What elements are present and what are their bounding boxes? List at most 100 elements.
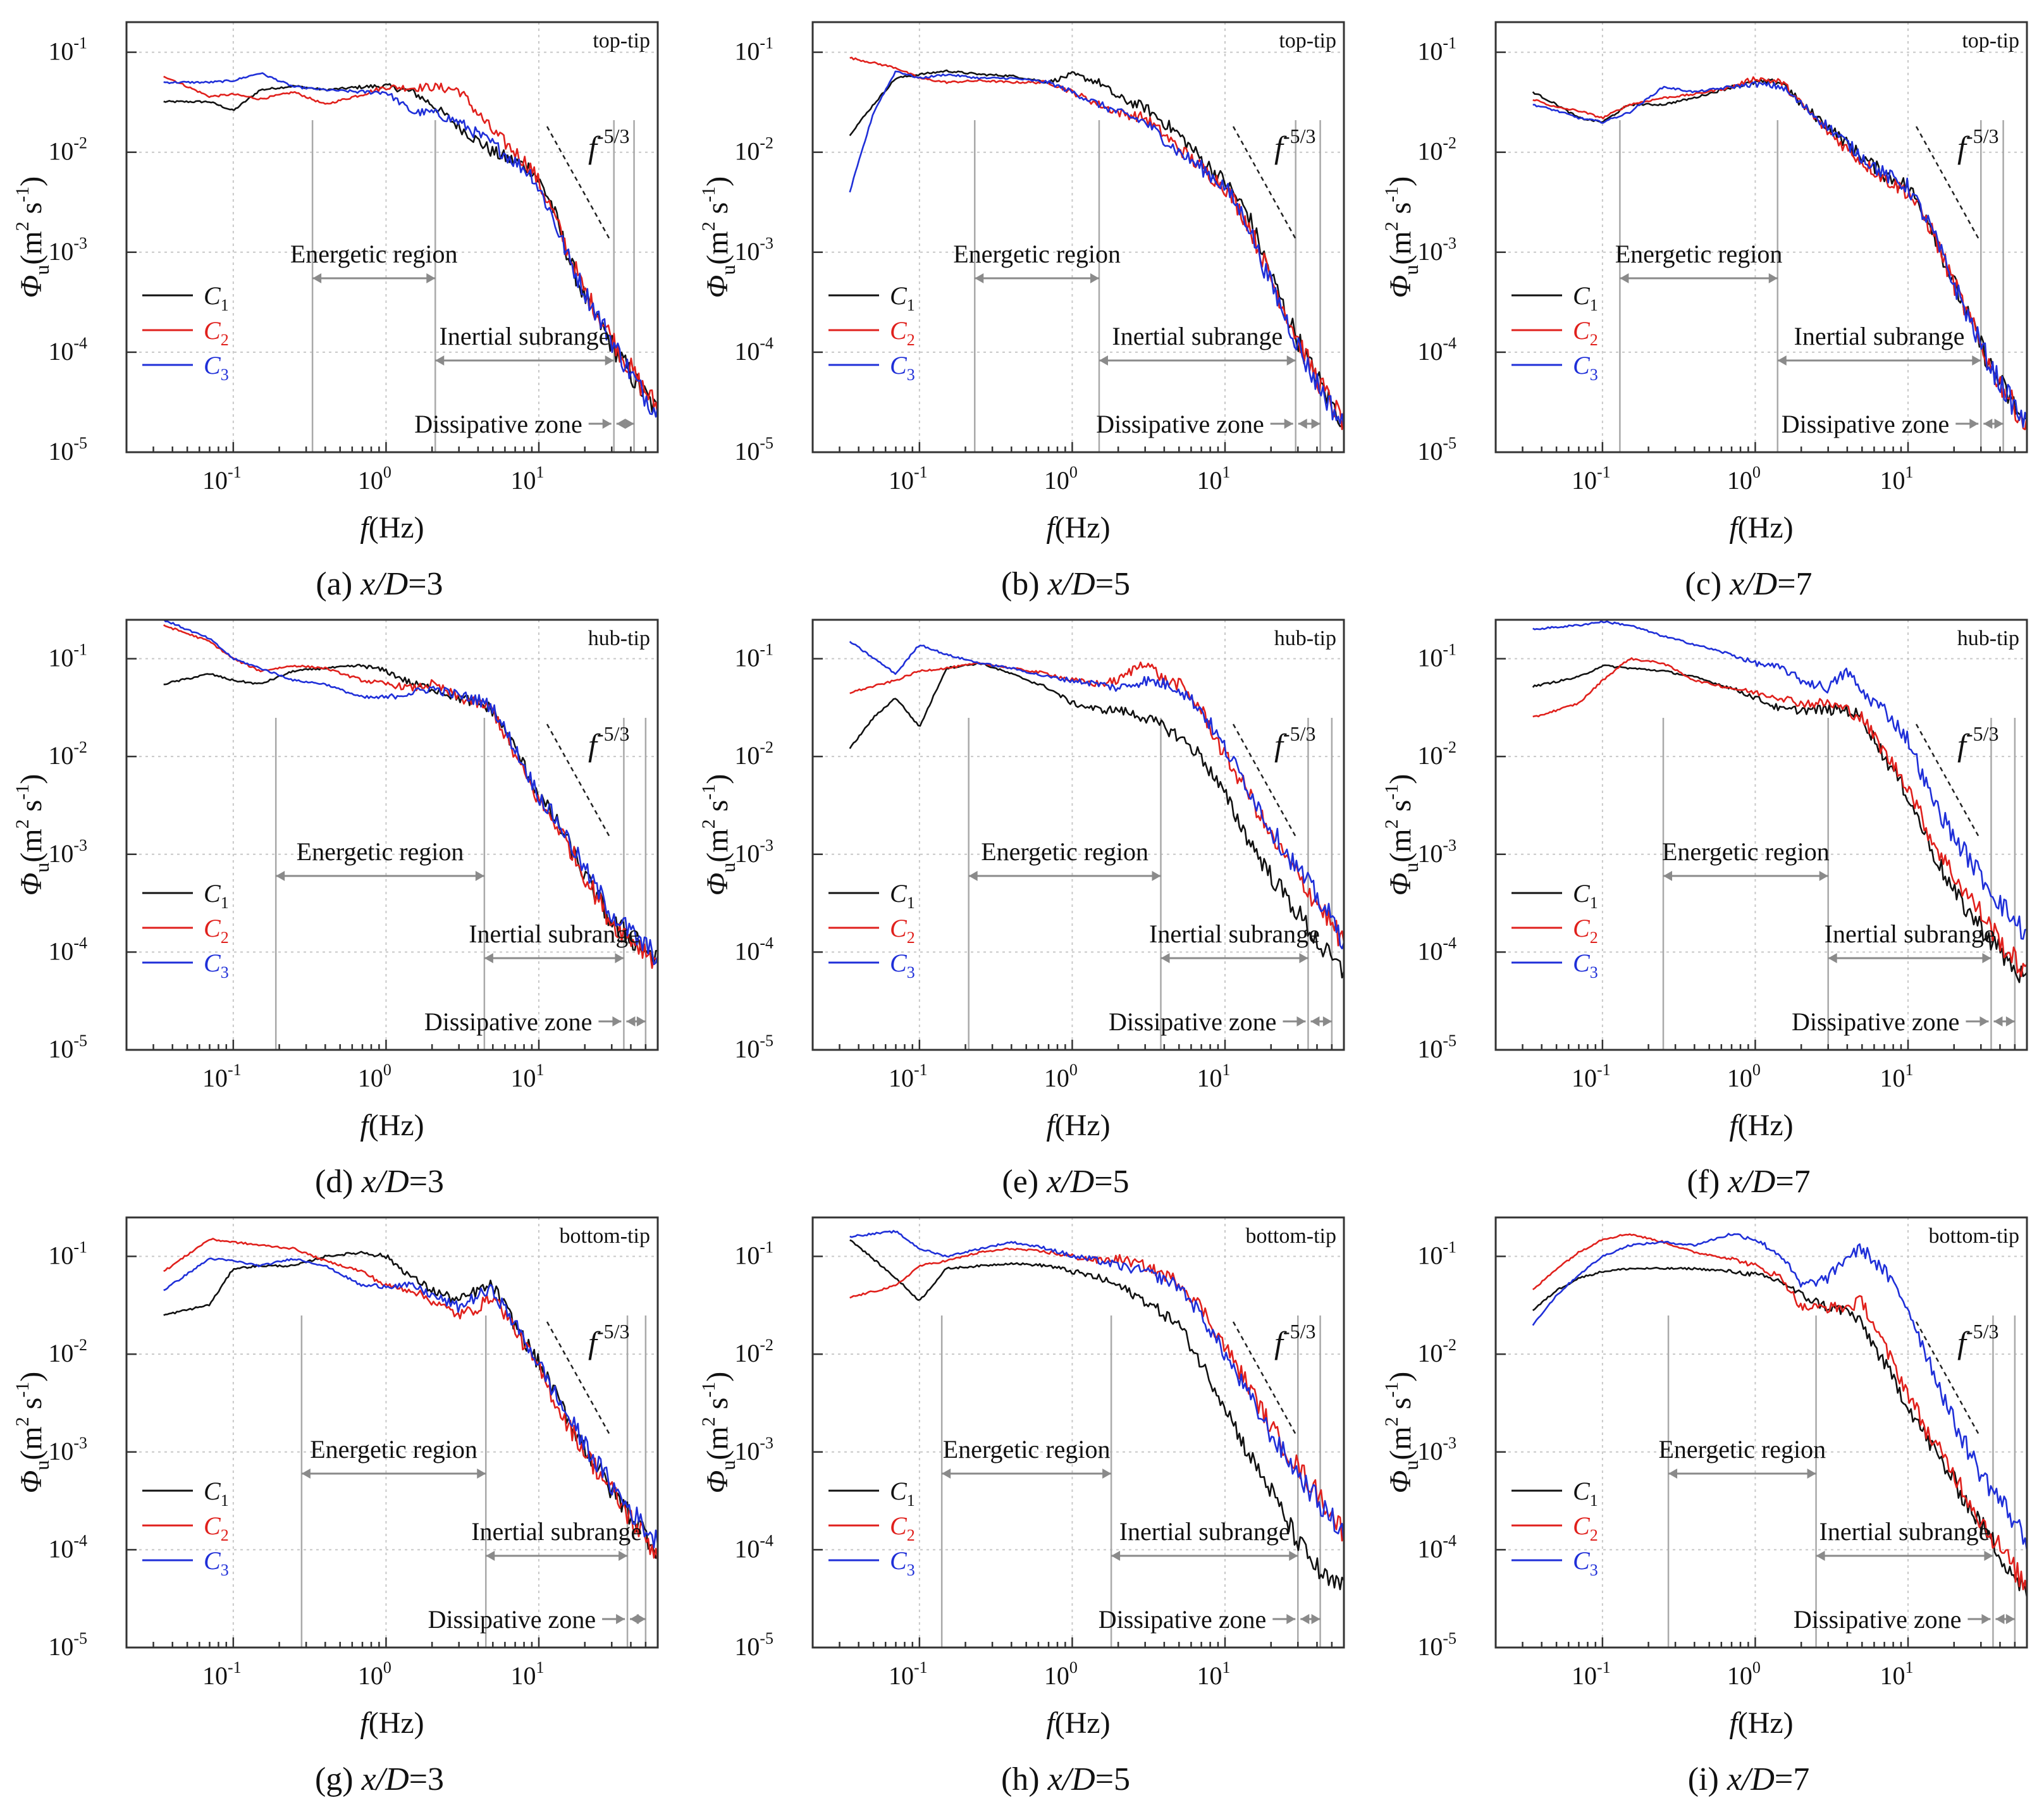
arrow-head xyxy=(1620,273,1629,283)
arrow-head xyxy=(1995,1614,2005,1624)
panel-c: 10-1 100 10110-510-410-310-210-1f(Hz)Φu(m2… xyxy=(1381,21,2028,602)
tick-base: 10 xyxy=(1044,1661,1069,1690)
caption-value: =5 xyxy=(1094,1164,1129,1200)
x-tick-label: 10-1 xyxy=(1572,463,1611,495)
x-axis-label: f(Hz) xyxy=(1046,1109,1110,1142)
y-tick-label: 10-4 xyxy=(48,334,87,366)
arrow-head xyxy=(1984,1551,1993,1561)
series-line-C2 xyxy=(849,661,1344,947)
y-tick-label: 10-3 xyxy=(734,1434,773,1465)
tick-base: 10 xyxy=(734,644,760,672)
tick-base: 10 xyxy=(48,437,73,465)
tick-exponent: -4 xyxy=(73,334,87,352)
tick-exponent: 0 xyxy=(1069,1061,1078,1079)
legend-sub: 3 xyxy=(1590,366,1598,384)
y-label-mid: s xyxy=(701,800,734,820)
tick-exponent: -5 xyxy=(73,434,87,452)
tick-exponent: -5 xyxy=(73,1629,87,1648)
tick-exponent: 1 xyxy=(1222,463,1231,481)
caption-value: =3 xyxy=(409,1164,444,1200)
legend-sub: 2 xyxy=(1590,1526,1598,1544)
tick-exponent: -3 xyxy=(760,836,773,854)
legend-entry: C3 xyxy=(890,351,915,384)
y-label-sup: 2 xyxy=(1381,1417,1402,1426)
legend-base: C xyxy=(1573,1546,1591,1575)
legend-base: C xyxy=(204,879,221,908)
x-tick-label: 100 xyxy=(1727,463,1761,495)
arrow-head xyxy=(1981,1614,1991,1624)
arrow-head xyxy=(975,273,984,283)
tick-base: 10 xyxy=(358,1661,383,1690)
tick-exponent: -1 xyxy=(1597,1658,1611,1677)
tick-base: 10 xyxy=(1880,1661,1905,1690)
tick-base: 10 xyxy=(1417,1437,1443,1465)
tick-base: 10 xyxy=(1417,137,1443,166)
panel-i: 10-1 100 10110-510-410-310-210-1f(Hz)Φu(m2… xyxy=(1381,1216,2028,1797)
series-line-C1 xyxy=(849,69,1344,428)
x-axis-label: f(Hz) xyxy=(1046,1706,1110,1740)
y-label-symbol: Φ xyxy=(15,873,48,896)
caption-value: =3 xyxy=(408,566,443,602)
arrow-head xyxy=(942,1469,951,1479)
tick-exponent: 0 xyxy=(1752,1061,1761,1079)
x-label-unit: (Hz) xyxy=(369,511,424,545)
y-label-sup: 2 xyxy=(698,819,719,829)
tick-base: 10 xyxy=(1417,1339,1443,1367)
panel-caption: (f) x/D=7 xyxy=(1687,1164,1810,1200)
tick-exponent: -5 xyxy=(760,1032,773,1050)
x-tick-label: 101 xyxy=(1880,463,1914,495)
y-axis-label: Φu(m2 s-1) xyxy=(12,176,53,299)
legend-sub: 2 xyxy=(1590,331,1598,349)
y-tick-label: 10-2 xyxy=(1417,1336,1456,1367)
series-line-C1 xyxy=(1532,78,2027,422)
slope-reference-line xyxy=(546,126,612,241)
tick-exponent: -3 xyxy=(1443,1434,1456,1452)
tick-base: 10 xyxy=(1197,1661,1222,1690)
arrow-head xyxy=(1969,419,1979,429)
plot-frame xyxy=(811,619,1345,1051)
tick-base: 10 xyxy=(1417,937,1443,965)
arrow-head xyxy=(484,953,493,963)
tick-exponent: -1 xyxy=(914,463,928,481)
arrow-head xyxy=(1663,871,1672,881)
y-label-sub: u xyxy=(717,863,739,873)
tick-exponent: -1 xyxy=(1597,1061,1611,1079)
arrow-head xyxy=(1807,1469,1816,1479)
tick-base: 10 xyxy=(1417,1035,1443,1063)
dissipative-label: Dissipative zone xyxy=(414,410,582,438)
energetic-label: Energetic region xyxy=(1662,837,1830,866)
tick-exponent: 0 xyxy=(383,1658,391,1677)
arrow-head xyxy=(2005,1016,2015,1026)
series-line-C2 xyxy=(163,75,658,416)
series-line-C2 xyxy=(163,1238,658,1562)
legend-entry: C3 xyxy=(890,1546,915,1579)
slope-exponent: -5/3 xyxy=(1966,722,1999,745)
y-label-close: ) xyxy=(15,176,48,187)
y-label-symbol: Φ xyxy=(701,873,734,896)
arrow-head xyxy=(1300,1614,1310,1624)
legend-base: C xyxy=(204,1477,221,1505)
legend-entry: C2 xyxy=(1573,914,1598,947)
x-label-unit: (Hz) xyxy=(369,1109,424,1142)
legend-base: C xyxy=(204,1512,221,1540)
y-label-units: (m xyxy=(1384,829,1417,862)
panel-caption: (h) x/D=5 xyxy=(1001,1761,1130,1797)
caption-ratio: x/D xyxy=(1047,1761,1095,1797)
plot-frame xyxy=(125,1216,659,1649)
tick-exponent: -1 xyxy=(1443,641,1456,659)
arrow-head xyxy=(968,871,978,881)
tick-exponent: -1 xyxy=(1597,463,1611,481)
x-tick-label: 100 xyxy=(358,463,391,495)
y-label-sup: 2 xyxy=(698,221,719,231)
arrow-head xyxy=(626,1016,636,1026)
y-axis-label: Φu(m2 s-1) xyxy=(1381,176,1422,299)
dissipative-label: Dissipative zone xyxy=(1792,1007,1960,1036)
location-label: top-tip xyxy=(593,29,650,52)
y-tick-label: 10-3 xyxy=(48,234,87,266)
tick-base: 10 xyxy=(734,437,760,465)
tick-base: 10 xyxy=(48,741,73,770)
plot-frame xyxy=(125,21,659,453)
legend-base: C xyxy=(890,281,908,310)
legend-sub: 1 xyxy=(907,894,915,912)
